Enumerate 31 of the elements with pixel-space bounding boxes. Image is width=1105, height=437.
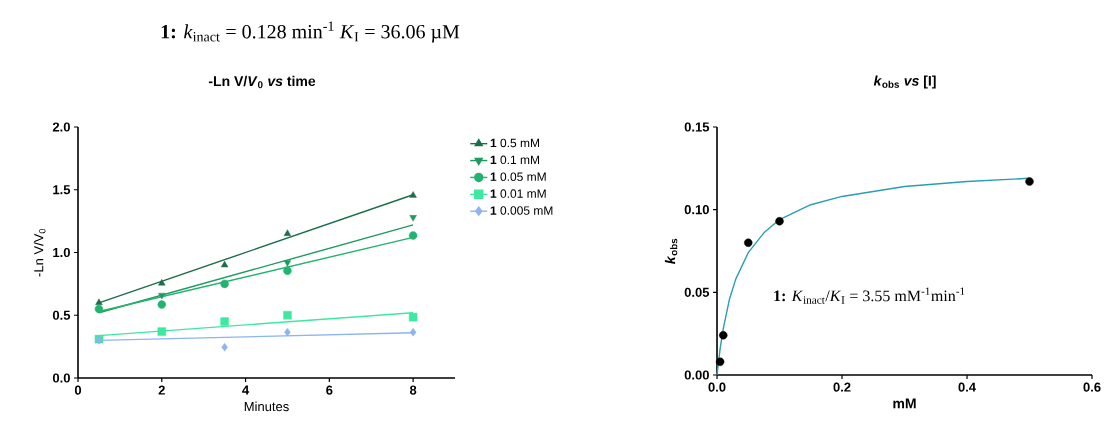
x-tick-label: 6	[326, 385, 333, 395]
x-axis-title: mM	[893, 398, 916, 409]
y-axis-title: k$_{obs}$	[664, 238, 678, 264]
y-tick-label: 0.15	[684, 122, 710, 132]
x-tick-label: 8	[409, 385, 417, 395]
x-tick-label: 0.6	[1083, 382, 1101, 392]
x-tick-label: 0.2	[833, 382, 851, 392]
chart-subtitle: -Ln V/V$_{0}$ vs time	[208, 75, 316, 89]
y-tick-label: 1.0	[53, 247, 70, 258]
x-axis-title: Minutes	[244, 401, 289, 412]
chart-title: k$_{obs}$ vs [I]	[873, 75, 936, 89]
legend-label: 1 0.1 mM	[490, 155, 539, 165]
y-tick-label: 0.0	[52, 373, 70, 383]
y-tick-label: 0.05	[684, 287, 710, 297]
y-tick-label: 0.5	[52, 310, 71, 320]
legend-label: 1 0.05 mM	[490, 172, 546, 181]
y-tick-label: 1.5	[53, 185, 71, 195]
legend-label: 1 0.005 mM	[490, 206, 553, 215]
x-tick-label: 0.4	[958, 382, 976, 392]
x-tick-label: 0.0	[708, 382, 726, 392]
legend-label: 1 0.5 mM	[490, 138, 539, 148]
x-tick-label: 2	[158, 385, 165, 395]
x-tick-label: 4	[242, 385, 250, 395]
chart-title: 1: k$_{inact}$ = 0.128 min$^{-1}$ K$_{I}$ = 36.06 µM	[161, 21, 460, 43]
y-tick-label: 0.10	[684, 205, 709, 215]
y-tick-label: 2.0	[52, 122, 70, 132]
y-axis-title: -Ln V/V$_{0}$	[33, 228, 46, 277]
x-tick-label: 0	[74, 385, 82, 395]
y-tick-label: 0.00	[684, 370, 709, 380]
legend-label: 1 0.01 mM	[490, 189, 546, 198]
text: 1: K$_{inact}$/K$_{I}$ = 3.55 mM$^{-1}$min$^{-1}$	[774, 287, 965, 304]
